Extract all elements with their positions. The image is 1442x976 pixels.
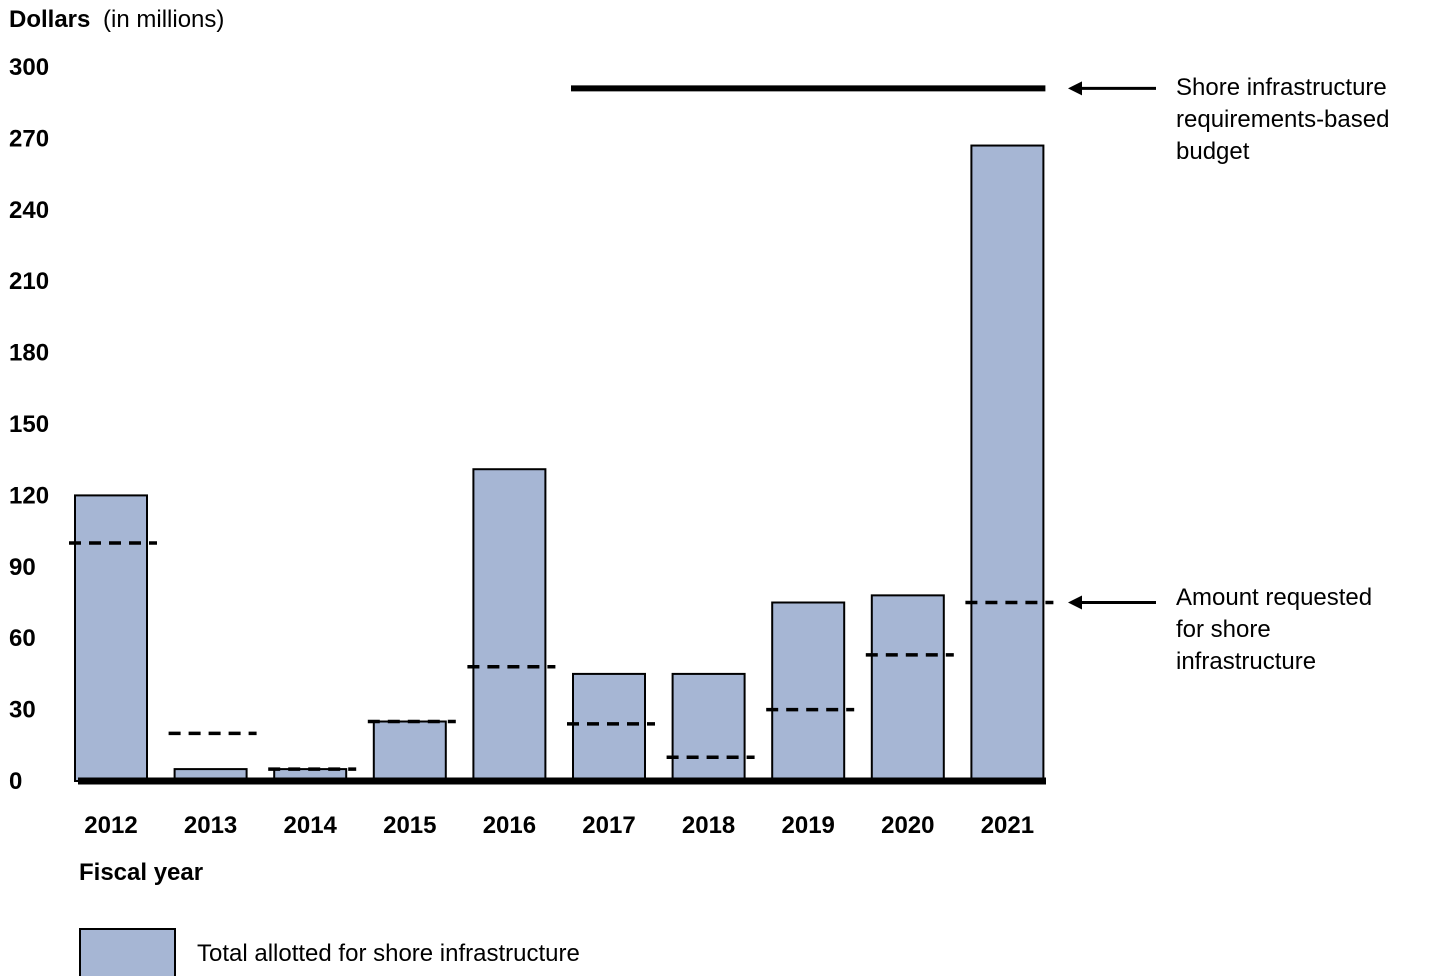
bar xyxy=(74,494,148,782)
y-axis-title-bold: Dollars xyxy=(9,6,90,33)
bar xyxy=(870,594,945,782)
x-tick-label: 2014 xyxy=(284,812,338,839)
budget-arrow-icon xyxy=(1068,81,1156,96)
y-axis-title-unit: (in millions) xyxy=(103,6,224,33)
y-tick-label: 180 xyxy=(9,340,49,367)
y-tick-label: 30 xyxy=(9,697,36,724)
budget-annotation-line: budget xyxy=(1176,138,1250,165)
y-tick-label: 0 xyxy=(9,768,22,795)
requested-annotation-line: for shore xyxy=(1176,616,1271,643)
legend-swatch xyxy=(79,928,176,976)
bar xyxy=(572,672,646,783)
bar xyxy=(771,601,846,782)
requested-lines xyxy=(69,541,1054,771)
x-tick-label: 2015 xyxy=(383,812,436,839)
requested-annotation-line: infrastructure xyxy=(1176,648,1316,675)
y-tick-label: 120 xyxy=(9,482,49,509)
x-axis-title: Fiscal year xyxy=(79,859,203,886)
y-tick-label: 270 xyxy=(9,125,49,152)
bar xyxy=(472,468,547,782)
budget-annotation-line: Shore infrastructure xyxy=(1176,74,1387,101)
arrow-head xyxy=(1068,81,1082,96)
budget-annotation-line: requirements-based xyxy=(1176,106,1389,133)
requested-arrow-icon xyxy=(1068,595,1156,610)
x-tick-label: 2017 xyxy=(582,812,635,839)
x-tick-labels: 2012 2013 2014 2015 2016 2017 2018 2019 2020 2021 xyxy=(84,812,1034,839)
bar xyxy=(372,720,447,782)
legend-label: Total allotted for shore infrastructure xyxy=(197,940,580,967)
y-axis-title: Dollars (in millions) xyxy=(9,6,224,33)
y-tick-label: 240 xyxy=(9,197,49,224)
x-tick-label: 2020 xyxy=(881,812,934,839)
bar xyxy=(970,144,1045,783)
budget-annotation: Shore infrastructure requirements-based … xyxy=(1176,74,1396,165)
arrow-head xyxy=(1068,595,1082,610)
x-tick-label: 2016 xyxy=(483,812,536,839)
x-tick-label: 2013 xyxy=(184,812,237,839)
x-tick-label: 2021 xyxy=(981,812,1034,839)
x-tick-label: 2018 xyxy=(682,812,735,839)
x-tick-label: 2012 xyxy=(84,812,137,839)
requested-annotation: Amount requested for shore infrastructur… xyxy=(1176,584,1379,675)
bars xyxy=(74,144,1045,783)
y-tick-label: 150 xyxy=(9,411,49,438)
bar xyxy=(671,672,746,783)
y-tick-label: 210 xyxy=(9,268,49,295)
y-tick-label: 60 xyxy=(9,625,36,652)
x-tick-label: 2019 xyxy=(782,812,835,839)
requested-annotation-line: Amount requested xyxy=(1176,584,1372,611)
y-tick-label: 300 xyxy=(9,54,49,81)
y-tick-label: 90 xyxy=(9,554,36,581)
y-tick-labels: 0 30 60 90 120 150 180 210 240 270 300 xyxy=(9,54,49,795)
